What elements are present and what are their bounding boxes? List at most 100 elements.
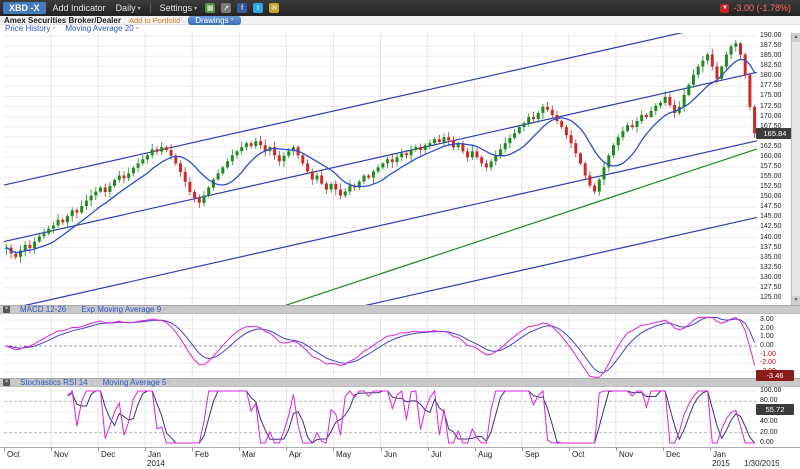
month-label: Jan <box>148 450 161 459</box>
price-axis-label: 140.00 <box>760 233 782 241</box>
month-tick <box>522 448 523 451</box>
share-icon[interactable]: ↗ <box>221 3 232 13</box>
facebook-icon[interactable]: f <box>237 3 248 13</box>
stoch-axis-label: 40.00 <box>760 418 778 426</box>
moving-average-5-dropdown[interactable]: Moving Average 5 ▾ <box>103 378 172 387</box>
caret-down-icon: ▾ <box>168 379 172 386</box>
month-label: Nov <box>619 450 634 459</box>
close-panel-icon[interactable]: × <box>3 306 10 313</box>
caret-down-icon: ▾ <box>68 306 72 313</box>
macd-axis-label: -1.00 <box>760 350 776 358</box>
vertical-scrollbar[interactable]: ▲ ▼ <box>791 33 800 305</box>
price-axis-label: 132.50 <box>760 263 782 271</box>
caret-down-icon: ▾ <box>52 26 56 32</box>
period-dropdown[interactable]: Daily ▾ <box>113 3 144 13</box>
add-indicator-button[interactable]: Add Indicator <box>52 3 106 13</box>
stoch-axis-label: 80.00 <box>760 397 778 405</box>
stoch-axis-label: 20.00 <box>760 428 778 436</box>
macd-axis-label: 0.00 <box>760 342 774 349</box>
macd-chart[interactable] <box>0 314 800 378</box>
price-axis-label: 175.00 <box>760 92 782 100</box>
twitter-icon[interactable]: t <box>253 3 264 13</box>
stochastics-dropdown[interactable]: Stochastics RSI 14 ▾ <box>20 377 93 387</box>
stochastics-label: Stochastics RSI 14 <box>20 377 88 387</box>
price-axis-label: 152.50 <box>760 183 782 191</box>
price-axis-label: 142.50 <box>760 223 782 231</box>
macd-panel-header: × MACD 12-26 ▾ Exp Moving Average 9 ▾ <box>0 305 800 314</box>
month-label: Jan <box>713 450 726 459</box>
price-axis-label: 187.50 <box>760 42 782 50</box>
month-tick <box>98 448 99 451</box>
month-label: Aug <box>478 450 493 459</box>
month-label: Mar <box>242 450 256 459</box>
price-history-dropdown[interactable]: Price History ▾ <box>5 25 55 33</box>
scroll-down-button[interactable]: ▼ <box>792 296 800 305</box>
symbol-box[interactable]: XBD -X <box>3 2 46 14</box>
month-tick <box>286 448 287 451</box>
scroll-up-button[interactable]: ▲ <box>792 33 800 42</box>
period-label: Daily <box>115 3 136 13</box>
moving-average-20-label: Moving Average 20 <box>65 24 134 33</box>
price-axis-label: 170.00 <box>760 112 782 120</box>
month-tick <box>239 448 240 451</box>
macd-axis-label: 1.00 <box>760 333 774 341</box>
price-axis-label: 145.00 <box>760 213 782 221</box>
price-chart[interactable] <box>0 15 800 400</box>
close-panel-icon[interactable]: × <box>3 379 10 386</box>
price-axis-label: 167.50 <box>760 122 782 130</box>
stochastics-panel-header: × Stochastics RSI 14 ▾ Moving Average 5 … <box>0 378 800 387</box>
month-label: Feb <box>195 450 209 459</box>
month-tick <box>381 448 382 451</box>
month-label: Dec <box>666 450 681 459</box>
caret-down-icon: ▾ <box>137 5 141 12</box>
add-to-portfolio-link[interactable]: Add to Portfolio <box>128 15 181 25</box>
price-axis-label: 137.50 <box>760 243 782 251</box>
month-tick <box>145 448 146 451</box>
month-tick <box>333 448 334 451</box>
month-label: Jun <box>384 450 397 459</box>
year-label: 2014 <box>147 459 165 468</box>
toolbar-divider <box>149 3 151 13</box>
caret-down-icon: ▾ <box>135 26 139 32</box>
month-label: Oct <box>572 450 585 459</box>
exp-moving-average-dropdown[interactable]: Exp Moving Average 9 ▾ <box>81 305 167 314</box>
month-label: Jul <box>431 450 442 459</box>
macd-axis-label: 3.00 <box>760 316 774 323</box>
month-label: Nov <box>54 450 69 459</box>
caret-down-icon: ▾ <box>194 5 198 12</box>
time-axis: 1/30/2015 Oct Nov Dec Jan Feb Mar Apr May Jun Jul… <box>0 447 800 469</box>
mail-icon[interactable]: ✉ <box>269 3 280 13</box>
macd-axis-label: 2.00 <box>760 324 774 332</box>
price-axis-label: 125.00 <box>760 294 782 301</box>
drawings-button[interactable]: Drawings ▾ <box>188 15 241 25</box>
instrument-bar: Amex Securities Broker/Dealer Add to Por… <box>0 15 800 25</box>
macd-dropdown[interactable]: MACD 12-26 ▾ <box>20 305 72 314</box>
settings-label: Settings <box>159 3 193 13</box>
stoch-axis-label: 100.00 <box>760 387 782 394</box>
last-price-badge: 165.84 <box>756 128 794 139</box>
stochastics-chart[interactable] <box>0 387 800 447</box>
month-label: May <box>336 450 352 459</box>
month-tick <box>192 448 193 451</box>
price-axis-label: 155.00 <box>760 173 782 181</box>
month-label: Sep <box>525 450 540 459</box>
price-axis-label: 160.00 <box>760 152 782 160</box>
price-axis-label: 177.50 <box>760 82 782 90</box>
month-tick <box>569 448 570 451</box>
moving-average-20-dropdown[interactable]: Moving Average 20 ▾ <box>65 25 138 33</box>
month-tick <box>616 448 617 451</box>
chart-icon[interactable]: ▦ <box>205 3 216 13</box>
stoch-axis-label: 0.00 <box>760 439 774 446</box>
price-axis-label: 127.50 <box>760 283 782 291</box>
settings-dropdown[interactable]: Settings ▾ <box>157 3 201 13</box>
change-down-icon: ▼ <box>720 3 730 13</box>
price-axis-label: 185.00 <box>760 52 782 60</box>
price-axis-label: 150.00 <box>760 193 782 201</box>
toolbar: XBD -X Add Indicator Daily ▾ Settings ▾ … <box>0 0 800 16</box>
price-axis-label: 172.50 <box>760 102 782 110</box>
price-axis-label: 190.00 <box>760 32 782 39</box>
caret-down-icon: ▾ <box>89 379 93 386</box>
caret-down-icon: ▾ <box>163 306 167 313</box>
last-date-label: 1/30/2015 <box>744 459 780 468</box>
